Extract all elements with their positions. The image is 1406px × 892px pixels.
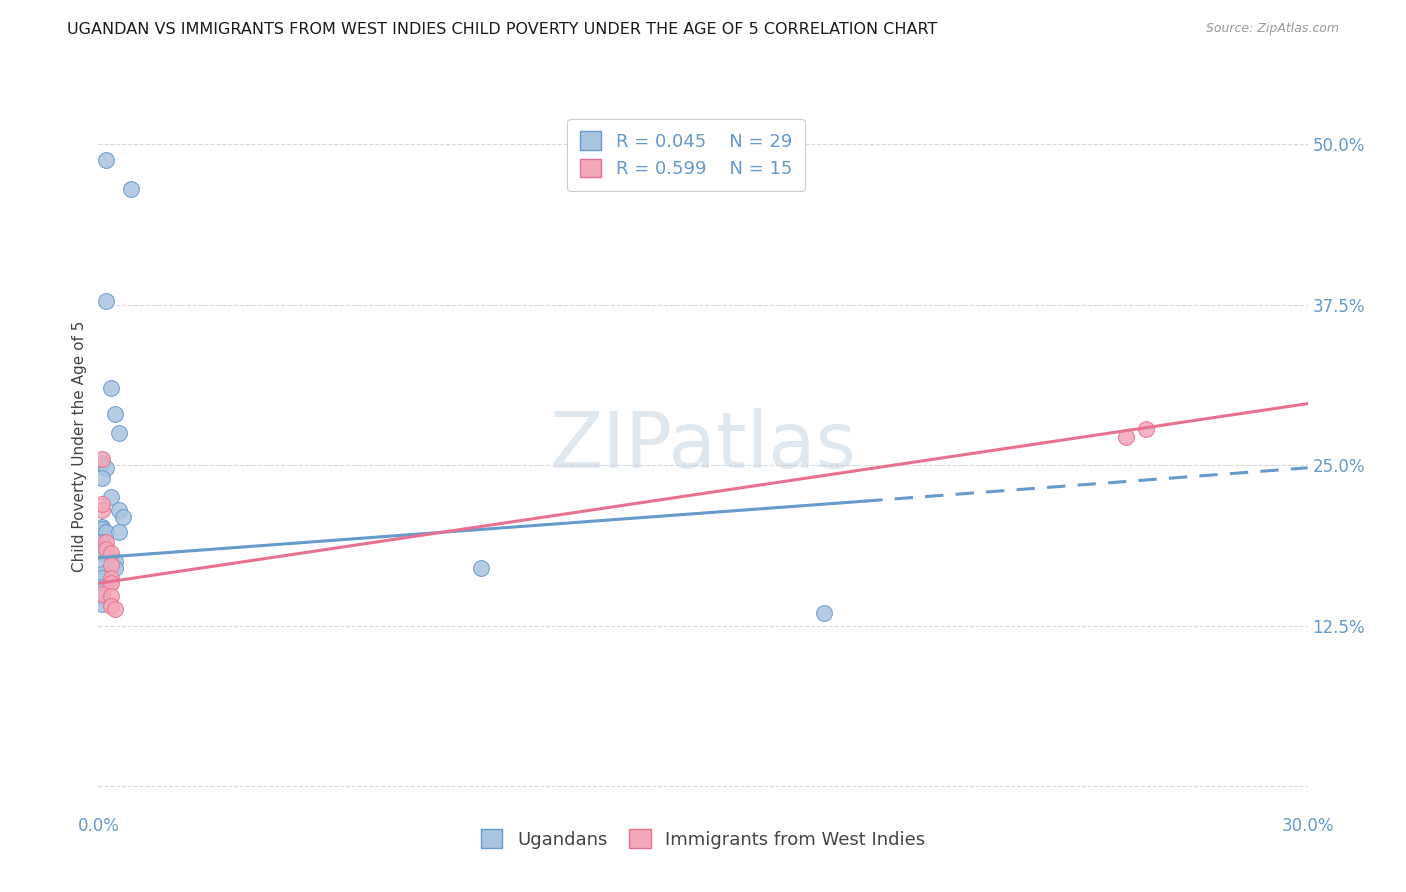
Point	[100, 558, 122, 573]
Point	[107, 524, 129, 539]
Point	[91, 456, 114, 470]
Point	[107, 426, 129, 441]
Text: UGANDAN VS IMMIGRANTS FROM WEST INDIES CHILD POVERTY UNDER THE AGE OF 5 CORRELAT: UGANDAN VS IMMIGRANTS FROM WEST INDIES C…	[67, 22, 938, 37]
Point	[100, 491, 122, 505]
Point	[91, 497, 114, 511]
Point	[91, 558, 114, 573]
Point	[91, 580, 114, 594]
Text: Source: ZipAtlas.com: Source: ZipAtlas.com	[1205, 22, 1339, 36]
Point	[91, 541, 114, 556]
Point	[91, 471, 114, 485]
Point	[100, 545, 122, 559]
Point	[96, 535, 118, 549]
Point	[91, 535, 114, 549]
Point	[100, 571, 122, 585]
Point	[96, 153, 118, 167]
Point	[100, 589, 122, 603]
Point	[103, 561, 125, 575]
Point	[91, 520, 114, 534]
Y-axis label: Child Poverty Under the Age of 5: Child Poverty Under the Age of 5	[72, 320, 87, 572]
Point	[91, 589, 114, 603]
Point	[1135, 422, 1157, 436]
Point	[96, 293, 118, 308]
Point	[96, 460, 118, 475]
Point	[91, 523, 114, 537]
Point	[470, 561, 492, 575]
Point	[1115, 430, 1137, 444]
Point	[100, 381, 122, 395]
Point	[813, 606, 835, 620]
Point	[120, 182, 142, 196]
Point	[100, 599, 122, 614]
Point	[103, 407, 125, 421]
Point	[96, 541, 118, 556]
Legend: Ugandans, Immigrants from West Indies: Ugandans, Immigrants from West Indies	[472, 820, 934, 857]
Point	[91, 567, 114, 582]
Point	[91, 545, 114, 559]
Text: ZIPatlas: ZIPatlas	[550, 408, 856, 484]
Point	[107, 503, 129, 517]
Point	[91, 451, 114, 466]
Point	[91, 586, 114, 600]
Point	[91, 503, 114, 517]
Point	[111, 509, 134, 524]
Point	[91, 597, 114, 611]
Point	[96, 524, 118, 539]
Point	[100, 576, 122, 591]
Point	[91, 571, 114, 585]
Point	[103, 554, 125, 568]
Point	[103, 602, 125, 616]
